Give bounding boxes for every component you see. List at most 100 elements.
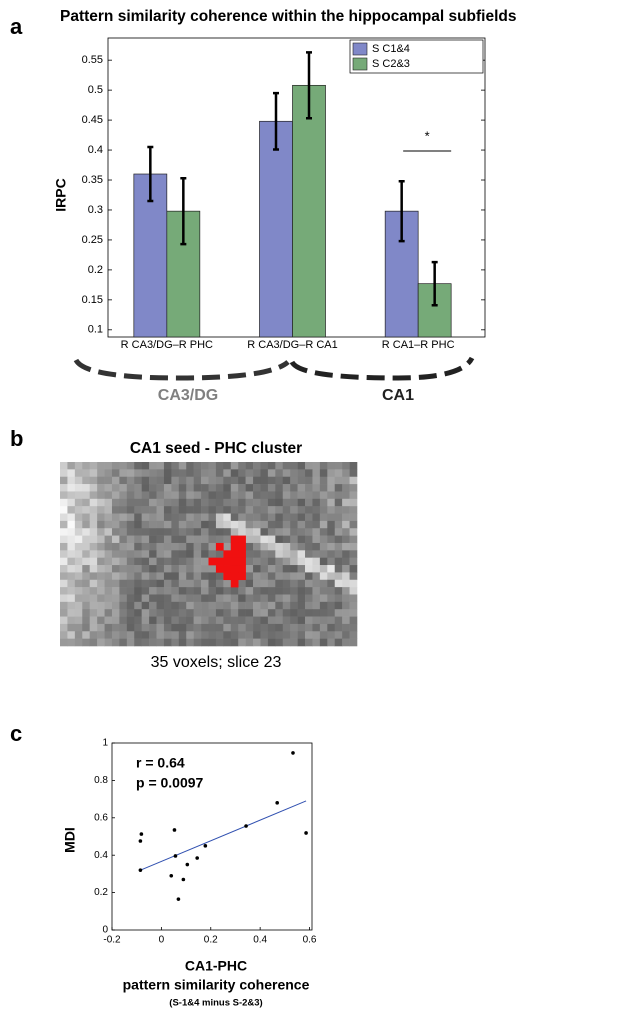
voxel [267,616,276,625]
voxel [89,513,98,522]
voxel [342,609,350,617]
voxel [111,498,120,507]
voxel [349,609,358,617]
voxel [60,462,68,470]
voxel [178,528,187,536]
voxel [163,484,172,492]
voxel [230,594,239,603]
voxel [104,542,113,551]
voxel [163,616,172,625]
voxel [97,469,105,478]
voxel [282,638,291,647]
voxel [312,638,321,647]
voxel [89,469,98,478]
voxel [156,631,165,639]
voxel [349,601,358,610]
voxel [119,565,128,573]
voxel [171,542,180,551]
voxel [342,484,350,492]
voxel [349,542,358,551]
voxel [178,601,187,610]
voxel [82,528,90,536]
voxel [67,550,76,558]
voxel [319,572,328,581]
voxel [342,631,350,639]
voxel [104,572,113,581]
voxel [215,616,224,625]
voxel [253,513,261,522]
voxel [104,638,113,647]
voxel [238,462,246,470]
voxel [186,484,194,492]
voxel [253,469,261,478]
voxel [111,557,120,566]
voxel [178,579,187,588]
voxel [327,594,336,603]
voxel [208,572,217,581]
voxel [60,506,68,514]
voxel [178,565,187,573]
voxel [230,638,239,647]
voxel [156,601,165,610]
voxel [111,528,120,536]
voxel [119,476,128,485]
voxel [230,616,239,625]
voxel [297,631,306,639]
image-title: CA1 seed - PHC cluster [130,440,302,457]
voxel [111,491,120,500]
voxel [312,528,321,536]
voxel [230,587,239,595]
voxel [297,609,306,617]
voxel [126,506,135,514]
voxel [253,631,261,639]
voxel [67,528,76,536]
voxel [238,484,246,492]
voxel [119,616,128,625]
voxel [201,550,209,558]
voxel [290,513,298,522]
voxel [349,498,358,507]
y-tick-label: 0.15 [82,294,103,306]
voxel [253,462,261,470]
voxel [156,506,165,514]
voxel [111,506,120,514]
voxel [223,594,232,603]
voxel [186,616,194,625]
voxel [349,520,358,529]
voxel [267,565,276,573]
voxel [89,550,98,558]
voxel [260,520,269,529]
voxel [104,513,113,522]
voxel [230,601,239,610]
voxel [149,550,157,558]
voxel [208,542,217,551]
voxel [245,565,254,573]
voxel [186,498,194,507]
voxel [238,579,246,588]
voxel [149,528,157,536]
voxel [215,528,224,536]
x-axis-label: pattern similarity coherence [123,977,310,993]
voxel [215,476,224,485]
voxel [290,572,298,581]
voxel [171,601,180,610]
voxel [149,535,157,544]
voxel [342,550,350,558]
voxel [297,520,306,529]
voxel [178,535,187,544]
cluster-voxel [238,542,246,551]
voxel [104,491,113,500]
y-tick-label: 0.55 [82,54,103,66]
voxel [119,498,128,507]
y-tick-label: 0.1 [88,324,103,336]
voxel [201,565,209,573]
error-bar [180,176,187,246]
voxel [134,520,142,529]
voxel [193,542,202,551]
voxel [349,631,358,639]
legend-box [349,39,484,74]
x-tick-label: 0.6 [303,935,317,946]
voxel [260,498,269,507]
voxel [178,491,187,500]
voxel [178,476,187,485]
